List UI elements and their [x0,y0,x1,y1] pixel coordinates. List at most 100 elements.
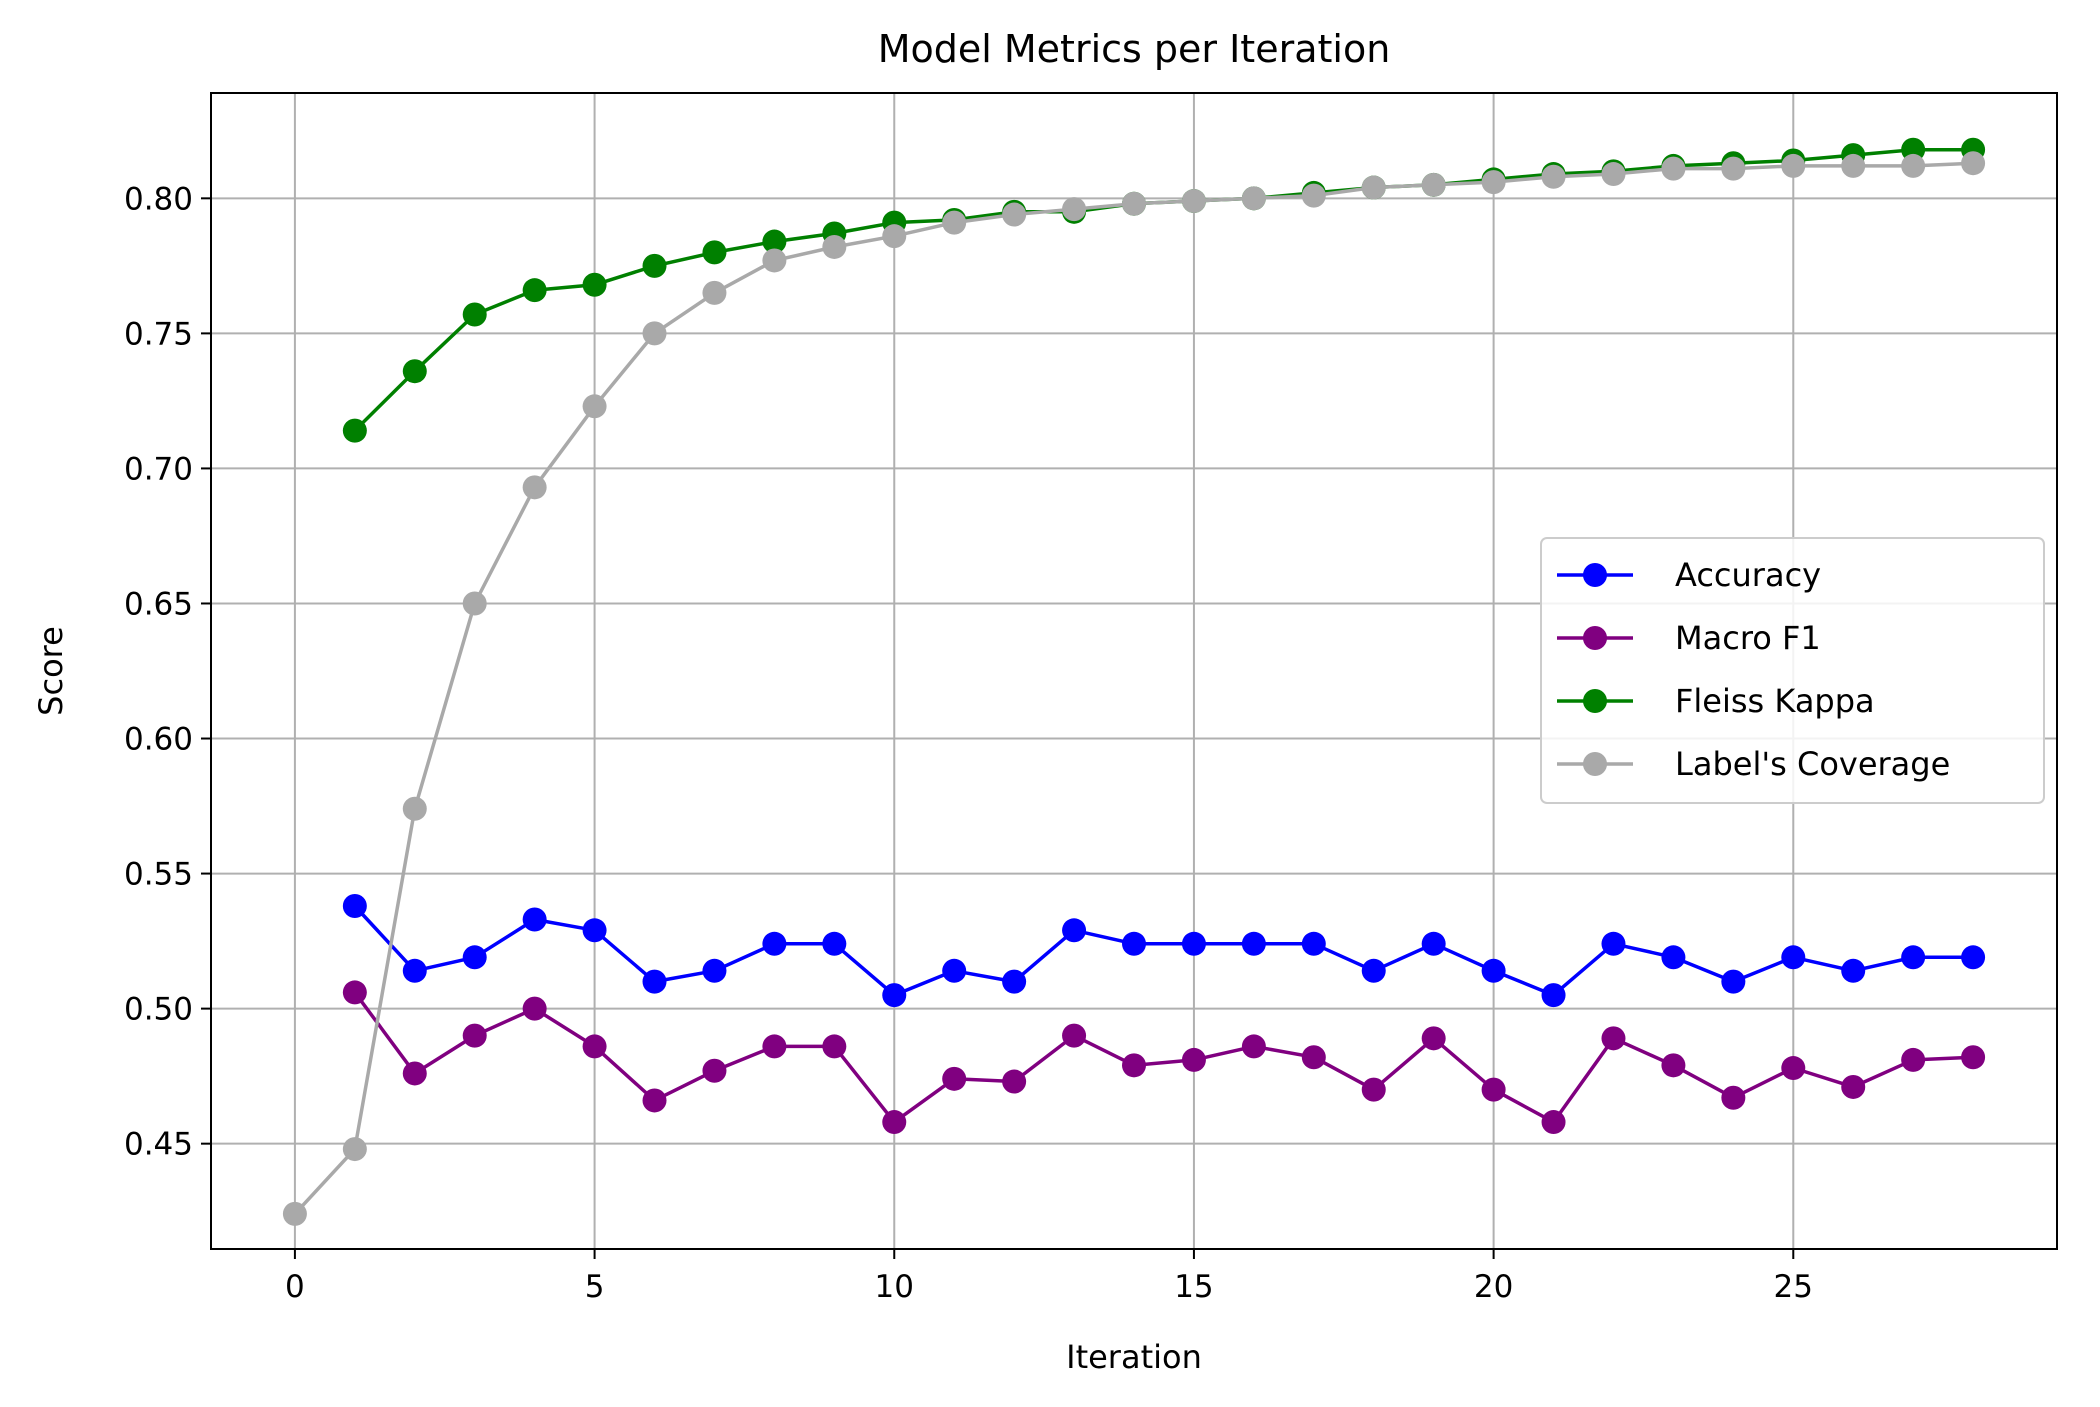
data-point [1122,1053,1146,1078]
data-point [822,1034,847,1059]
data-point [1481,170,1506,195]
series-1 [342,980,1986,1135]
x-tick-label: 25 [1774,1269,1813,1305]
series-layer [282,137,1986,1226]
data-point [942,1066,967,1091]
data-point [1601,931,1626,956]
data-point [1241,931,1266,956]
data-point [642,1088,667,1113]
data-point [1721,156,1746,181]
data-point [462,1023,487,1048]
data-point [1601,162,1626,187]
data-point [822,931,847,956]
data-point [762,229,787,254]
x-tick-label: 20 [1474,1269,1513,1305]
y-tick-label: 0.45 [124,1127,193,1163]
data-point [1421,172,1446,197]
data-point [1901,1047,1926,1072]
data-point [1841,153,1866,178]
data-point [702,240,727,265]
data-point [582,918,607,943]
data-point [1541,164,1566,189]
data-point [702,280,727,305]
data-point [882,224,907,249]
data-point [642,253,667,278]
data-point [462,302,487,327]
series-line [353,904,1974,997]
data-point [1781,153,1806,178]
data-point [1181,189,1206,214]
legend-label: Label's Coverage [1675,745,1950,783]
legend-label: Accuracy [1675,556,1821,594]
data-point [1481,1077,1506,1102]
data-point [342,1137,367,1162]
axis-ticks: 0 5 10 15 20 25 0.45 0.50 0.55 0.60 0.65 0.70 0.75 0.… [124,181,1813,1305]
data-point [1661,1053,1686,1078]
y-tick-label: 0.50 [124,992,193,1028]
data-point [942,958,967,983]
data-point [402,796,427,821]
data-point [702,958,727,983]
data-point [762,931,787,956]
data-point [342,980,367,1005]
data-point [1002,1069,1027,1094]
data-point [582,272,607,297]
x-tick-label: 0 [285,1269,305,1305]
data-point [1841,958,1866,983]
data-point [1062,1023,1087,1048]
data-point [522,996,547,1021]
legend-marker [1583,752,1607,776]
data-point [1721,969,1746,994]
y-tick-label: 0.80 [124,181,193,217]
data-point [522,907,547,932]
legend-item: Accuracy [1557,556,1821,594]
data-point [762,248,787,273]
data-point [942,210,967,235]
data-point [1601,1026,1626,1051]
legend-label: Fleiss Kappa [1675,682,1875,720]
data-point [402,359,427,384]
data-point [1541,1110,1566,1135]
data-point [402,1061,427,1086]
data-point [1421,1026,1446,1051]
data-point [1661,945,1686,970]
data-point [522,475,547,500]
data-point [1781,1056,1806,1081]
data-point [1181,931,1206,956]
data-point [1901,945,1926,970]
data-point [702,1058,727,1083]
data-point [1241,186,1266,211]
data-point [1301,1045,1326,1070]
legend-item: Fleiss Kappa [1557,682,1875,720]
data-point [882,1110,907,1135]
data-point [282,1201,307,1226]
data-point [1002,969,1027,994]
data-point [1361,1077,1386,1102]
plot-frame [210,92,2058,1250]
x-axis-label: Iteration [1066,1338,1202,1376]
legend-marker [1583,626,1607,650]
series-line [353,991,1974,1124]
legend-marker [1583,689,1607,713]
data-point [462,591,487,616]
series-0 [342,893,1986,1008]
chart-title: Model Metrics per Iteration [878,27,1391,71]
data-point [1361,958,1386,983]
data-point [642,969,667,994]
data-point [582,394,607,419]
legend-box [1540,537,2045,804]
data-point [1841,1074,1866,1099]
y-tick-label: 0.75 [124,316,193,352]
data-point [1721,1085,1746,1110]
data-point [342,893,367,918]
data-point [822,234,847,259]
y-tick-label: 0.60 [124,722,193,758]
data-point [1421,931,1446,956]
data-point [1062,918,1087,943]
data-point [1961,945,1986,970]
y-tick-label: 0.55 [124,857,193,893]
x-tick-label: 5 [585,1269,605,1305]
data-point [1901,153,1926,178]
legend-item: Label's Coverage [1557,745,1950,783]
